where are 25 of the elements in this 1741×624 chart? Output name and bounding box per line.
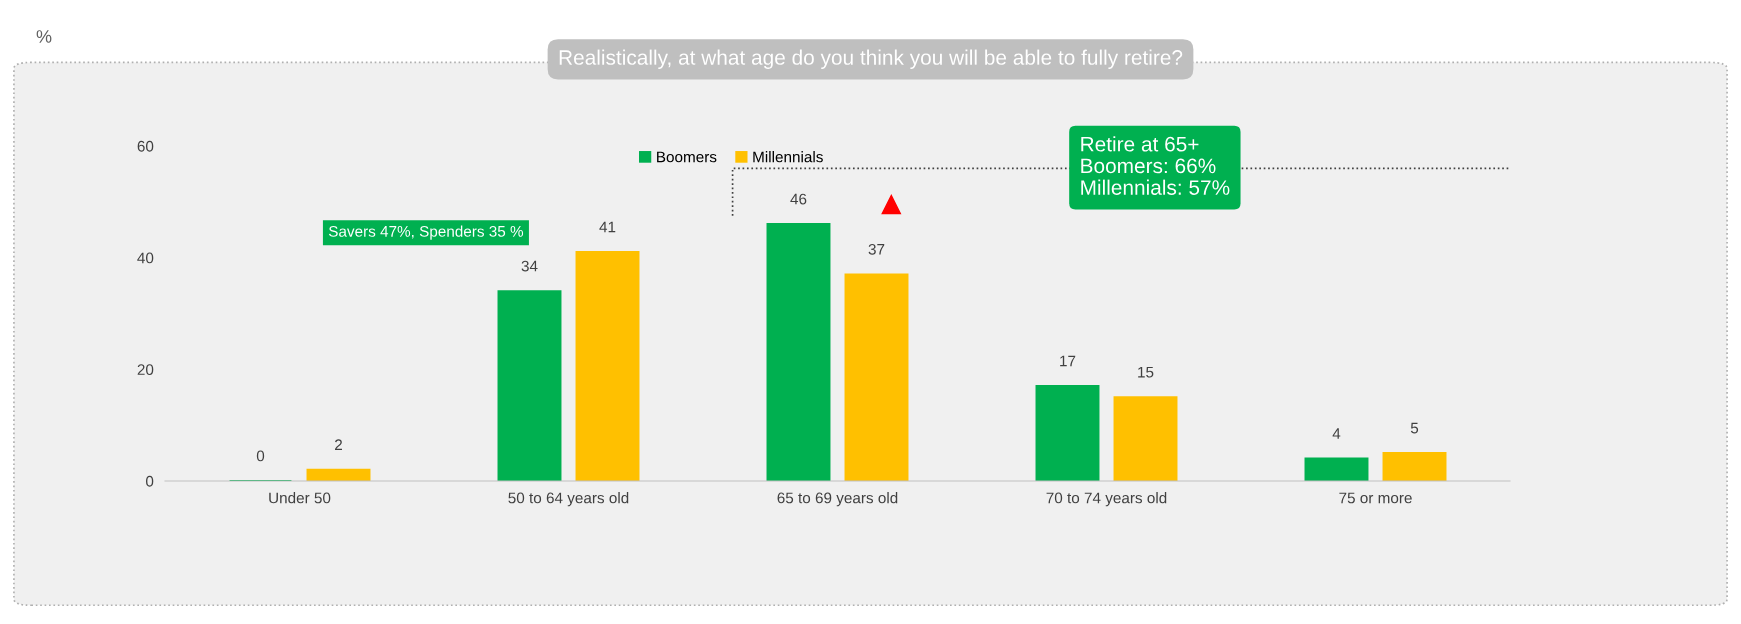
y-tick-label: 60 [137, 140, 154, 152]
x-tick-label: 65 to 69 years old [777, 492, 898, 507]
chart-title: Realistically, at what age do you think you will be able to fully retire? [559, 49, 1183, 69]
legend-label: Millennials [753, 151, 823, 163]
data-label: 34 [521, 260, 538, 272]
x-tick-label: Under 50 [269, 492, 331, 504]
y-tick-label: 0 [145, 475, 154, 487]
data-label: 15 [1138, 366, 1154, 378]
text: % [36, 30, 52, 43]
data-label: 46 [790, 193, 807, 205]
annotation: Savers 47%, Spenders 35 % [328, 225, 524, 240]
data-label: 41 [599, 221, 616, 233]
data-label: 5 [1410, 422, 1419, 434]
data-label: 2 [335, 439, 342, 450]
data-label: 37 [868, 243, 885, 255]
data-label: 4 [1332, 428, 1341, 439]
data-label: 17 [1060, 355, 1076, 367]
x-tick-label: 70 to 74 years old [1046, 492, 1167, 507]
x-tick-label: 75 or more [1339, 492, 1412, 504]
data-label: 0 [256, 450, 265, 462]
annotation: Retire at 65+ Boomers: 66% Millennials: 57% [1081, 136, 1230, 195]
y-tick-label: 20 [137, 364, 154, 376]
y-tick-label: 40 [137, 252, 154, 264]
legend-label: Boomers [657, 151, 717, 163]
x-tick-label: 50 to 64 years old [508, 492, 629, 507]
